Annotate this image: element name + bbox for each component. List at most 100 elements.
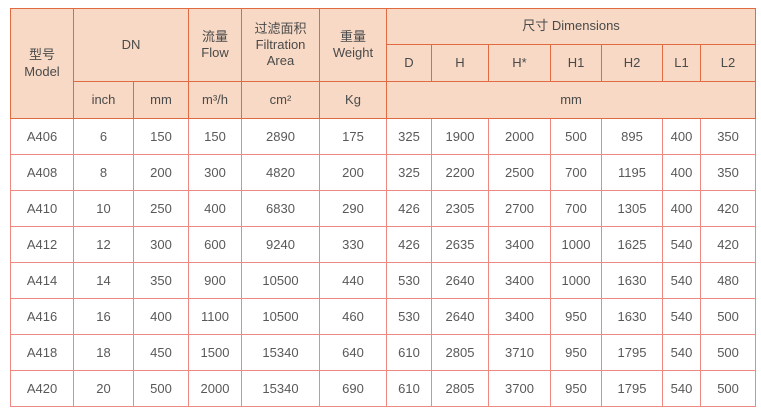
cell-value: 500 <box>550 118 602 155</box>
col-header-model: 型号 Model <box>10 8 74 119</box>
cell-value: 400 <box>188 190 242 227</box>
col-header-dim-l2: L2 <box>699 44 757 82</box>
cell-value: 6 <box>73 118 134 155</box>
cell-value: 1795 <box>601 334 663 371</box>
col-header-filtration-area: 过滤面积 Filtration Area <box>241 8 320 82</box>
cell-value: 6830 <box>241 190 320 227</box>
cell-value: 950 <box>550 298 602 335</box>
cell-model: A408 <box>10 154 74 191</box>
cell-value: 530 <box>386 262 432 299</box>
weight-header-en: Weight <box>332 45 374 60</box>
cell-value: 1625 <box>601 226 663 263</box>
col-header-flow: 流量 Flow <box>188 8 242 82</box>
unit-inch: inch <box>73 81 134 119</box>
col-header-weight: 重量 Weight <box>319 8 387 82</box>
cell-value: 250 <box>133 190 189 227</box>
table-row: A412 12 300 600 9240 330 426 2635 3400 1000 1625 54… <box>10 226 757 263</box>
unit-flow: m³/h <box>188 81 242 119</box>
table-row: A418 18 450 1500 15340 640 610 2805 3710 950 1795 5… <box>10 334 757 371</box>
cell-model: A416 <box>10 298 74 335</box>
cell-value: 400 <box>662 190 701 227</box>
cell-value: 540 <box>662 370 701 407</box>
cell-value: 1630 <box>601 262 663 299</box>
table-row: A406 6 150 150 2890 175 325 1900 2000 500 895 400 35… <box>10 118 757 155</box>
cell-value: 950 <box>550 334 602 371</box>
cell-value: 420 <box>699 190 757 227</box>
cell-value: 15340 <box>241 370 320 407</box>
cell-value: 2640 <box>431 298 489 335</box>
col-header-dim-d: D <box>386 44 432 82</box>
flow-header-zh: 流量 <box>201 28 228 44</box>
cell-value: 540 <box>662 226 701 263</box>
dimensions-header-en: Dimensions <box>551 18 620 34</box>
cell-value: 900 <box>188 262 242 299</box>
cell-value: 1900 <box>431 118 489 155</box>
cell-value: 9240 <box>241 226 320 263</box>
cell-value: 2890 <box>241 118 320 155</box>
unit-mm: mm <box>133 81 189 119</box>
filter-spec-table: 型号 Model DN 流量 Flow 过滤面积 Filtration Area… <box>10 8 757 407</box>
cell-value: 15340 <box>241 334 320 371</box>
cell-value: 12 <box>73 226 134 263</box>
unit-weight: Kg <box>319 81 387 119</box>
unit-dimensions: mm <box>385 81 757 119</box>
cell-value: 150 <box>188 118 242 155</box>
cell-value: 2805 <box>431 370 489 407</box>
cell-value: 2000 <box>488 118 551 155</box>
cell-value: 4820 <box>241 154 320 191</box>
cell-value: 540 <box>662 262 701 299</box>
table-row: A410 10 250 400 6830 290 426 2305 2700 700 1305 400… <box>10 190 757 227</box>
cell-value: 480 <box>699 262 757 299</box>
cell-value: 420 <box>699 226 757 263</box>
filtration-header-zh: 过滤面积 <box>254 20 307 36</box>
table-body: A406 6 150 150 2890 175 325 1900 2000 500 895 400 35… <box>10 118 757 407</box>
cell-value: 350 <box>133 262 189 299</box>
flow-header-en: Flow <box>201 45 229 60</box>
cell-value: 325 <box>386 154 432 191</box>
table-row: A408 8 200 300 4820 200 325 2200 2500 700 1195 400 3… <box>10 154 757 191</box>
cell-value: 18 <box>73 334 134 371</box>
cell-value: 16 <box>73 298 134 335</box>
cell-value: 3400 <box>488 298 551 335</box>
cell-value: 500 <box>699 370 757 407</box>
cell-value: 175 <box>319 118 387 155</box>
cell-model: A410 <box>10 190 74 227</box>
cell-value: 640 <box>319 334 387 371</box>
cell-value: 200 <box>319 154 387 191</box>
cell-value: 690 <box>319 370 387 407</box>
cell-value: 2635 <box>431 226 489 263</box>
cell-value: 14 <box>73 262 134 299</box>
col-header-dim-l1: L1 <box>662 44 701 82</box>
cell-value: 2640 <box>431 262 489 299</box>
cell-value: 300 <box>188 154 242 191</box>
cell-value: 325 <box>386 118 432 155</box>
cell-value: 400 <box>662 154 701 191</box>
cell-value: 540 <box>662 334 701 371</box>
cell-value: 1305 <box>601 190 663 227</box>
cell-value: 10500 <box>241 298 320 335</box>
cell-value: 1795 <box>601 370 663 407</box>
cell-value: 895 <box>601 118 663 155</box>
col-header-dn: DN <box>73 8 189 82</box>
cell-value: 20 <box>73 370 134 407</box>
cell-value: 426 <box>386 226 432 263</box>
cell-value: 600 <box>188 226 242 263</box>
header-row-1: 型号 Model DN 流量 Flow 过滤面积 Filtration Area… <box>10 8 757 119</box>
table-row: A416 16 400 1100 10500 460 530 2640 3400 950 1630 5… <box>10 298 757 335</box>
cell-model: A412 <box>10 226 74 263</box>
filtration-header-en: Filtration Area <box>255 36 306 69</box>
cell-value: 3400 <box>488 262 551 299</box>
cell-value: 1630 <box>601 298 663 335</box>
header-row-3: inch mm m³/h cm² Kg mm <box>11 81 757 119</box>
cell-value: 300 <box>133 226 189 263</box>
dimensions-header-zh: 尺寸 <box>522 18 549 34</box>
col-header-dimensions: 尺寸 Dimensions <box>385 8 757 45</box>
col-header-dim-h1: H1 <box>550 44 602 82</box>
cell-value: 150 <box>133 118 189 155</box>
cell-value: 330 <box>319 226 387 263</box>
cell-value: 440 <box>319 262 387 299</box>
cell-value: 610 <box>386 334 432 371</box>
cell-value: 1195 <box>601 154 663 191</box>
cell-value: 1500 <box>188 334 242 371</box>
cell-value: 700 <box>550 154 602 191</box>
